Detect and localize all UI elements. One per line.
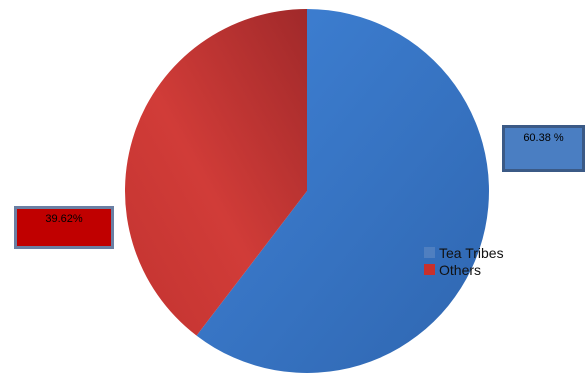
data-label-others-text: 39.62% bbox=[45, 213, 83, 225]
data-label-others: 39.62% bbox=[14, 206, 114, 249]
legend-label-others: Others bbox=[439, 261, 482, 278]
legend-item-others: Others bbox=[424, 261, 504, 278]
pie-slice-tea-tribes bbox=[196, 9, 489, 373]
pie-slice-others bbox=[124, 8, 307, 336]
legend: Tea Tribes Others bbox=[424, 244, 504, 278]
legend-label-tea-tribes: Tea Tribes bbox=[439, 244, 504, 261]
legend-swatch-tea-tribes bbox=[424, 247, 435, 258]
legend-swatch-others bbox=[424, 264, 435, 275]
data-label-tea-tribes-text: 60.38 % bbox=[523, 132, 564, 144]
legend-item-tea-tribes: Tea Tribes bbox=[424, 244, 504, 261]
data-label-tea-tribes: 60.38 % bbox=[502, 125, 585, 172]
